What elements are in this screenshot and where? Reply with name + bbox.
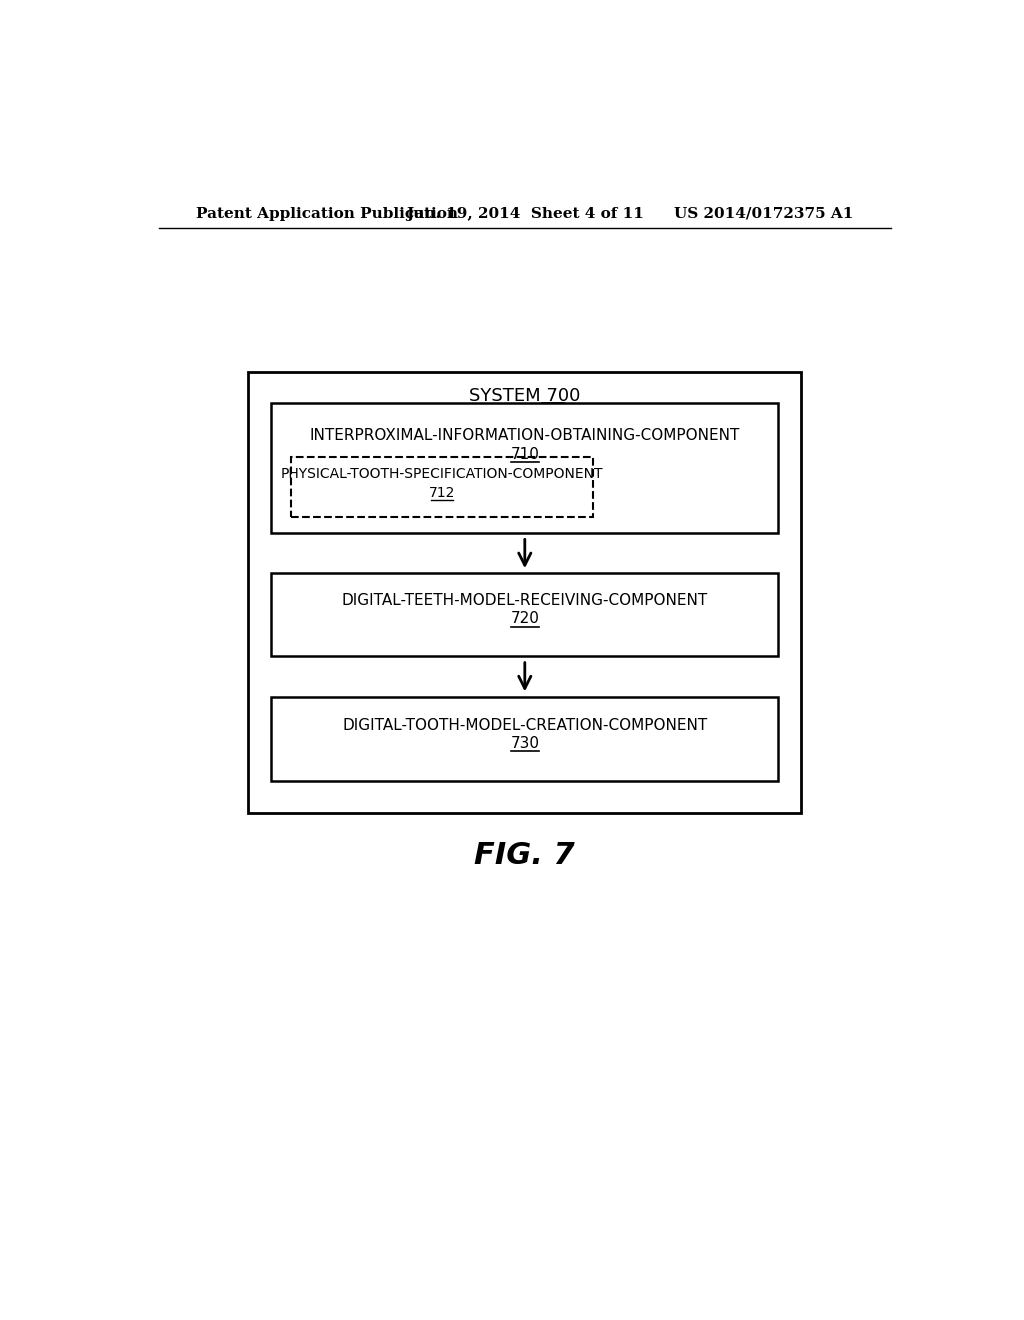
Text: 730: 730 — [510, 737, 540, 751]
Text: US 2014/0172375 A1: US 2014/0172375 A1 — [674, 207, 853, 220]
Text: 710: 710 — [510, 446, 540, 462]
Text: 712: 712 — [429, 486, 455, 499]
Text: Jun. 19, 2014  Sheet 4 of 11: Jun. 19, 2014 Sheet 4 of 11 — [406, 207, 644, 220]
Text: Patent Application Publication: Patent Application Publication — [197, 207, 458, 220]
Text: 720: 720 — [510, 611, 540, 627]
Text: PHYSICAL-TOOTH-SPECIFICATION-COMPONENT: PHYSICAL-TOOTH-SPECIFICATION-COMPONENT — [281, 467, 603, 480]
Text: SYSTEM 700: SYSTEM 700 — [469, 387, 581, 404]
Bar — [271, 404, 778, 533]
Text: INTERPROXIMAL-INFORMATION-OBTAINING-COMPONENT: INTERPROXIMAL-INFORMATION-OBTAINING-COMP… — [309, 428, 740, 444]
Text: FIG. 7: FIG. 7 — [474, 841, 575, 870]
Bar — [291, 457, 593, 517]
Text: DIGITAL-TEETH-MODEL-RECEIVING-COMPONENT: DIGITAL-TEETH-MODEL-RECEIVING-COMPONENT — [342, 593, 708, 609]
Text: DIGITAL-TOOTH-MODEL-CREATION-COMPONENT: DIGITAL-TOOTH-MODEL-CREATION-COMPONENT — [342, 718, 708, 733]
Bar — [271, 573, 778, 656]
Bar — [248, 372, 802, 813]
Bar — [271, 697, 778, 780]
